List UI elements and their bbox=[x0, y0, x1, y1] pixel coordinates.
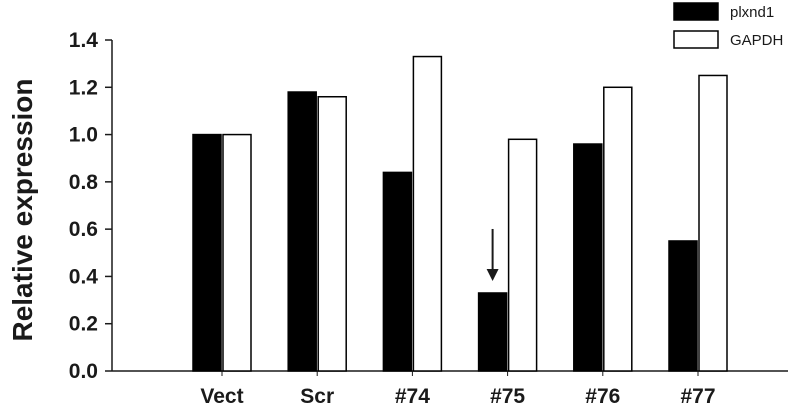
axes: 0.0 0.2 0.4 0.6 0.8 1.0 1.2 1.4 Vect Scr #74 #75 #76… bbox=[69, 29, 788, 408]
y-tick-label: 0.2 bbox=[69, 313, 98, 336]
bar-plxnd1 bbox=[573, 143, 603, 372]
legend-label-gapdh: GAPDH bbox=[730, 32, 783, 49]
bar-gapdh bbox=[412, 55, 443, 372]
arrow-head bbox=[486, 268, 499, 281]
y-tick-label: 0.0 bbox=[69, 360, 98, 383]
annotations-group bbox=[486, 228, 499, 281]
bar-gapdh bbox=[603, 86, 633, 372]
bar-plxnd1 bbox=[477, 292, 508, 372]
x-tick-label: #76 bbox=[585, 385, 620, 408]
bar-plxnd1 bbox=[668, 240, 698, 372]
y-axis-label: Relative expression bbox=[7, 78, 38, 341]
y-tick-label: 1.4 bbox=[69, 29, 99, 52]
legend-swatch-gapdh bbox=[673, 30, 719, 49]
legend-label-plxnd1: plxnd1 bbox=[730, 4, 774, 21]
bar-plxnd1 bbox=[287, 91, 317, 372]
x-tick-label: #77 bbox=[680, 385, 715, 408]
legend-swatch-plxnd1 bbox=[673, 2, 719, 21]
y-tick-label: 1.0 bbox=[69, 124, 98, 147]
bars-group bbox=[192, 55, 728, 372]
y-tick-label: 0.8 bbox=[69, 171, 99, 194]
legend: plxnd1 GAPDH bbox=[673, 2, 783, 49]
y-tick-label: 1.2 bbox=[69, 76, 98, 99]
y-tick-label: 0.4 bbox=[69, 265, 99, 288]
bar-gapdh bbox=[317, 95, 347, 372]
bar-gapdh bbox=[698, 74, 728, 372]
x-tick-label: #75 bbox=[490, 385, 525, 408]
bar-plxnd1 bbox=[382, 171, 413, 372]
bar-gapdh bbox=[222, 133, 252, 372]
y-tick-label: 0.6 bbox=[69, 218, 98, 241]
x-tick-label: Scr bbox=[300, 385, 334, 408]
bar-plxnd1 bbox=[192, 133, 222, 372]
bar-gapdh bbox=[507, 138, 538, 372]
x-tick-label: #74 bbox=[395, 385, 430, 408]
x-tick-label: Vect bbox=[200, 385, 243, 408]
